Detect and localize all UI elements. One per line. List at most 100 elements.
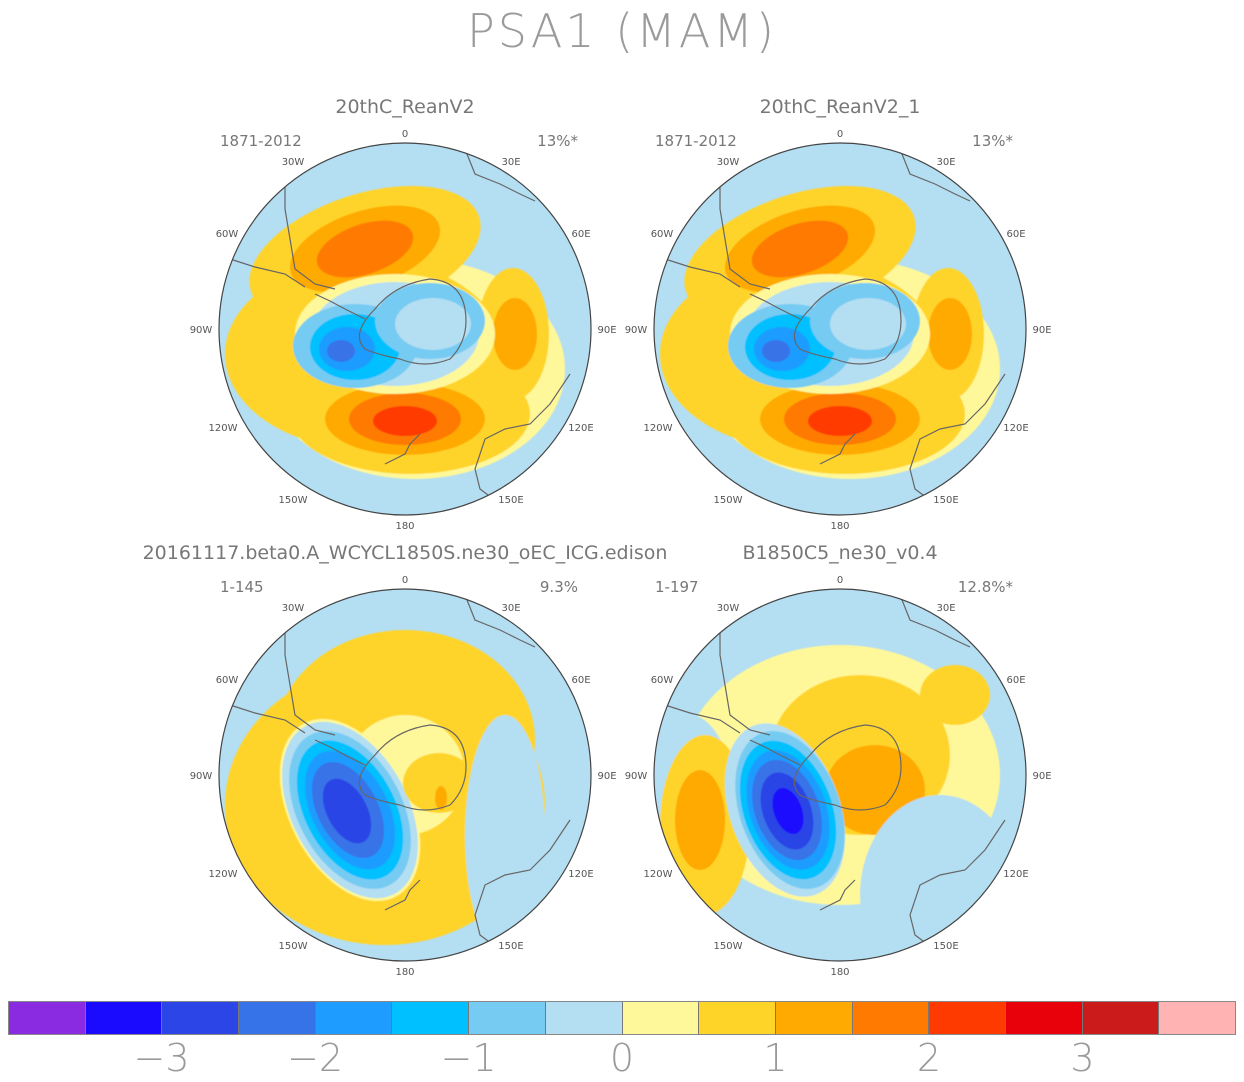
panel-variance-pct: 9.3% bbox=[539, 578, 578, 596]
longitude-label: 30E bbox=[936, 157, 955, 168]
colorbar bbox=[8, 1001, 1236, 1035]
map-panel-3: 20161117.beta0.A_WCYCL1850S.ne30_oEC_ICG… bbox=[143, 542, 668, 982]
colorbar-swatch bbox=[392, 1002, 470, 1034]
colorbar-tick-label: 0 bbox=[609, 1036, 635, 1080]
new-zealand-coastline bbox=[819, 433, 856, 465]
colorbar-tick-label: −3 bbox=[133, 1036, 190, 1080]
longitude-label: 0 bbox=[837, 129, 843, 140]
longitude-label: 60W bbox=[651, 675, 674, 686]
colorbar-swatch bbox=[1082, 1002, 1160, 1034]
longitude-label: 30W bbox=[717, 603, 740, 614]
longitude-label: 150E bbox=[498, 495, 523, 506]
longitude-label: 30E bbox=[501, 603, 520, 614]
longitude-label: 90E bbox=[597, 325, 616, 336]
longitude-label: 150W bbox=[714, 941, 743, 952]
panel-variance-pct: 13%* bbox=[972, 132, 1013, 150]
south-america-coastline bbox=[229, 625, 336, 736]
panel-years: 1-145 bbox=[220, 578, 264, 596]
antarctica-coastline bbox=[793, 724, 902, 811]
polar-map: 0 30E 60E 90E 120E 150E 180 150W 120W 90W 60W 30W bbox=[190, 129, 617, 532]
panel-title: 20thC_ReanV2 bbox=[335, 96, 475, 118]
longitude-label: 30W bbox=[282, 157, 305, 168]
colorbar-swatch bbox=[1159, 1002, 1235, 1034]
longitude-label: 0 bbox=[402, 129, 408, 140]
anomaly-contour bbox=[920, 665, 990, 725]
colorbar-swatch bbox=[622, 1002, 700, 1034]
panel-title: 20161117.beta0.A_WCYCL1850S.ne30_oEC_ICG… bbox=[142, 542, 668, 564]
colorbar-tick-label: 3 bbox=[1070, 1036, 1095, 1080]
longitude-label: 60W bbox=[216, 675, 239, 686]
peninsula-coastline bbox=[749, 739, 801, 766]
panel-title: 20thC_ReanV2_1 bbox=[759, 96, 921, 118]
africa-coastline bbox=[899, 594, 971, 648]
longitude-label: 60E bbox=[1006, 229, 1025, 240]
longitude-label: 90E bbox=[1032, 771, 1051, 782]
anomaly-contour bbox=[762, 340, 790, 362]
anomaly-contour bbox=[373, 406, 437, 436]
map-border bbox=[218, 142, 592, 516]
colorbar-tick-label: 1 bbox=[763, 1036, 788, 1080]
antarctica-coastline bbox=[358, 278, 467, 365]
colorbar-swatch bbox=[929, 1002, 1006, 1034]
longitude-label: 30W bbox=[282, 603, 305, 614]
polar-map: 0 30E 60E 90E 120E 150E 180 150W 120W 90W 60W 30W bbox=[625, 129, 1052, 532]
anomaly-contour bbox=[327, 340, 355, 362]
antarctica-coastline bbox=[793, 278, 902, 365]
antarctica-coastline bbox=[358, 724, 467, 811]
colorbar-swatch bbox=[315, 1002, 393, 1034]
africa-coastline bbox=[899, 148, 971, 202]
south-america-coastline bbox=[664, 625, 771, 736]
africa-coastline bbox=[464, 594, 536, 648]
longitude-label: 60E bbox=[1006, 675, 1025, 686]
colorbar-swatch bbox=[545, 1002, 623, 1034]
panel-years: 1871-2012 bbox=[220, 132, 302, 150]
anomaly-contour bbox=[395, 298, 471, 350]
south-america-coastline bbox=[229, 179, 336, 290]
longitude-label: 120E bbox=[568, 869, 593, 880]
colorbar-swatch bbox=[85, 1002, 163, 1034]
longitude-label: 30E bbox=[936, 603, 955, 614]
panel-years: 1-197 bbox=[655, 578, 699, 596]
longitude-label: 120W bbox=[644, 869, 673, 880]
longitude-label: 90W bbox=[625, 325, 648, 336]
longitude-label: 180 bbox=[395, 967, 414, 978]
anomaly-contour bbox=[772, 787, 804, 835]
longitude-label: 150E bbox=[933, 495, 958, 506]
longitude-label: 150E bbox=[933, 941, 958, 952]
colorbar-swatch bbox=[775, 1002, 853, 1034]
figure-title: PSA1 (MAM) bbox=[467, 4, 777, 58]
map-border bbox=[653, 588, 1027, 962]
anomaly-contour bbox=[435, 786, 447, 810]
longitude-label: 120E bbox=[1003, 423, 1028, 434]
anomaly-contour bbox=[455, 653, 485, 677]
panel-variance-pct: 12.8%* bbox=[957, 578, 1013, 596]
polar-map: 0 30E 60E 90E 120E 150E 180 150W 120W 90W 60W 30W bbox=[190, 575, 617, 978]
anomaly-contour bbox=[403, 753, 475, 813]
longitude-label: 120W bbox=[209, 869, 238, 880]
panel-years: 1871-2012 bbox=[655, 132, 737, 150]
longitude-label: 150W bbox=[714, 495, 743, 506]
peninsula-coastline bbox=[749, 293, 801, 320]
new-zealand-coastline bbox=[384, 879, 421, 911]
polar-map: 0 30E 60E 90E 120E 150E 180 150W 120W 90W 60W 30W bbox=[625, 575, 1052, 978]
map-panel-1: 20thC_ReanV2 1871-2012 13%* 0 30E 60E 90E 12… bbox=[175, 96, 635, 536]
colorbar-tick-label: 2 bbox=[916, 1036, 942, 1080]
longitude-label: 30W bbox=[717, 157, 740, 168]
anomaly-contour bbox=[808, 406, 872, 436]
colorbar-swatch bbox=[1005, 1002, 1083, 1034]
longitude-label: 60W bbox=[651, 229, 674, 240]
africa-coastline bbox=[464, 148, 536, 202]
anomaly-contour bbox=[316, 220, 414, 278]
anomaly-contour bbox=[465, 715, 545, 955]
map-border bbox=[653, 142, 1027, 516]
panel-title: B1850C5_ne30_v0.4 bbox=[742, 542, 938, 564]
new-zealand-coastline bbox=[819, 879, 856, 911]
longitude-label: 0 bbox=[837, 575, 843, 586]
longitude-label: 90W bbox=[190, 325, 213, 336]
longitude-label: 90W bbox=[190, 771, 213, 782]
longitude-label: 60E bbox=[571, 229, 590, 240]
longitude-label: 120W bbox=[209, 423, 238, 434]
longitude-label: 180 bbox=[830, 521, 849, 532]
map-panel-2: 20thC_ReanV2_1 1871-2012 13%* 0 30E 60E 90E… bbox=[610, 96, 1070, 536]
anomaly-contour bbox=[928, 298, 972, 370]
